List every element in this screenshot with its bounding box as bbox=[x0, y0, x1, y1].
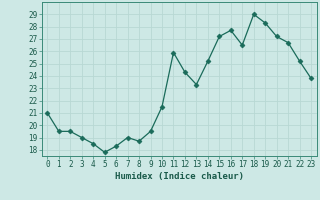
X-axis label: Humidex (Indice chaleur): Humidex (Indice chaleur) bbox=[115, 172, 244, 181]
